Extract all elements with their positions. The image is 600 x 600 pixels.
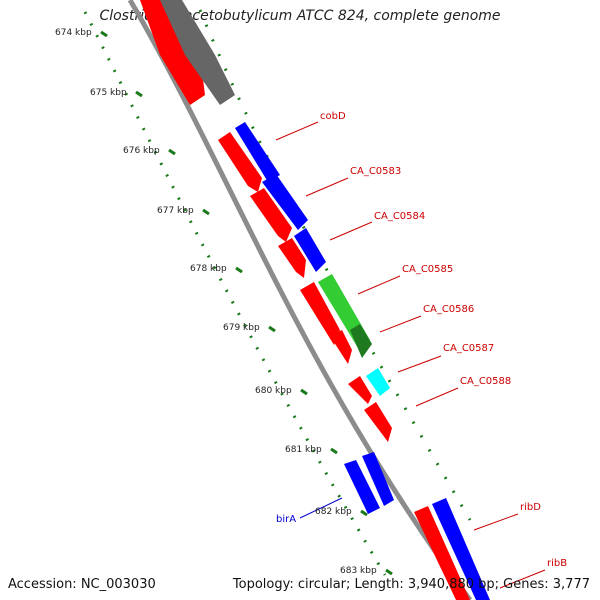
ruler-tick-labels: 674 kbp 675 kbp 676 kbp 677 kbp 678 kbp 679 k… <box>55 28 377 576</box>
gene-green-dark <box>350 324 372 358</box>
accession-label: Accession: NC_003030 <box>8 577 156 592</box>
gene-red <box>250 188 292 242</box>
ruler-tick-label: 683 kbp <box>340 566 377 576</box>
ruler-tick-label: 678 kbp <box>190 264 227 274</box>
gene-label-ca_c0583: CA_C0583 <box>350 166 401 177</box>
gene-red <box>218 132 262 192</box>
ruler-tick-label: 675 kbp <box>90 88 127 98</box>
gene-label-ca_c0584: CA_C0584 <box>374 211 425 222</box>
ruler <box>83 11 393 576</box>
gene-red <box>364 402 392 442</box>
gene-blue <box>432 498 490 600</box>
gene-blue <box>262 174 308 230</box>
genome-backbone <box>127 0 473 600</box>
gene-label-ca_c0585: CA_C0585 <box>402 264 453 275</box>
gene-red <box>278 238 306 278</box>
ruler-tick-label: 680 kbp <box>255 386 292 396</box>
gene-label-ca_c0587: CA_C0587 <box>443 343 494 354</box>
gene-label-bira: birA <box>276 514 296 525</box>
gene-grey <box>160 0 235 105</box>
gene-features <box>140 0 490 600</box>
gene-label-ca_c0586: CA_C0586 <box>423 304 474 315</box>
ruler-tick-label: 676 kbp <box>123 146 160 156</box>
gene-blue <box>344 460 380 514</box>
ruler-tick-label: 679 kbp <box>223 323 260 333</box>
ruler-tick-label: 681 kbp <box>285 445 322 455</box>
gene-labels: cobD CA_C0583 CA_C0584 CA_C0585 CA_C0586 CA_C… <box>275 111 567 589</box>
gene-red <box>300 282 340 345</box>
gene-red <box>140 0 205 105</box>
gene-cyan <box>366 368 390 396</box>
gene-red <box>348 376 372 404</box>
ruler-tick-label: 674 kbp <box>55 28 92 38</box>
ruler-tick-label: 682 kbp <box>315 507 352 517</box>
gene-label-ca_c0588: CA_C0588 <box>460 376 511 387</box>
gene-blue <box>294 228 326 272</box>
gene-label-ribb: ribB <box>547 558 567 569</box>
gene-blue <box>235 122 280 182</box>
gene-red <box>414 506 470 600</box>
gene-blue <box>362 452 394 506</box>
ruler-tick-label: 677 kbp <box>157 206 194 216</box>
gene-label-ribd: ribD <box>520 502 541 513</box>
genome-summary: Topology: circular; Length: 3,940,880 bp… <box>232 577 590 592</box>
gene-label-cobd: cobD <box>320 111 346 122</box>
gene-red <box>330 330 352 364</box>
